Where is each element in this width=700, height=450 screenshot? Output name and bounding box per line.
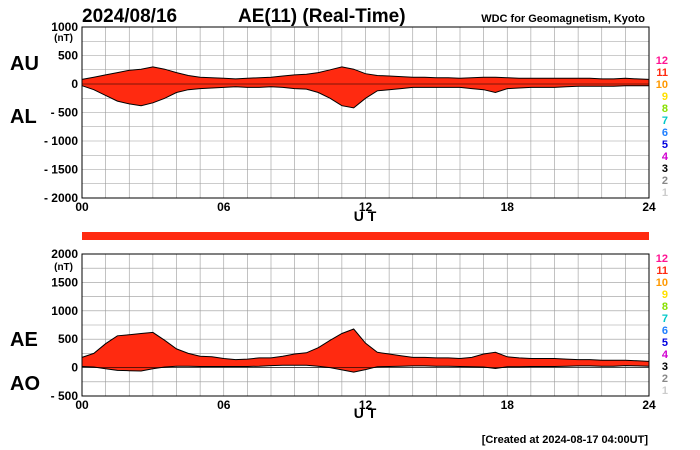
- y-tick-label: - 1000: [44, 134, 78, 148]
- legend-entry: 9: [662, 91, 668, 103]
- y-tick-label: - 2000: [44, 191, 78, 205]
- legend-entry: 9: [662, 289, 668, 301]
- au-label: AU: [10, 53, 39, 75]
- x-tick-label: 12: [359, 200, 373, 214]
- legend-entry: 4: [662, 349, 669, 361]
- plot-frame: [81, 26, 650, 199]
- x-tick-label: 12: [359, 398, 373, 412]
- legend-entry: 2: [662, 175, 668, 187]
- legend-entry: 1: [662, 187, 668, 199]
- legend-entry: 11: [656, 67, 668, 79]
- x-tick-label: 18: [501, 398, 515, 412]
- ao-label: AO: [10, 373, 40, 395]
- bottom-unit-label: (nT): [54, 262, 73, 273]
- station-coverage-bar: [82, 232, 649, 240]
- legend-entry: 3: [662, 163, 668, 175]
- data-source: WDC for Geomagnetism, Kyoto: [481, 13, 645, 25]
- created-timestamp: [Created at 2024-08-17 04:00UT]: [482, 434, 649, 446]
- legend-entry: 10: [656, 277, 668, 289]
- ae-label: AE: [10, 329, 38, 351]
- series-line-ao: [81, 364, 650, 373]
- legend-entry: 4: [662, 151, 669, 163]
- legend-entry: 1: [662, 385, 668, 397]
- top-x-axis-title: U T: [354, 208, 377, 224]
- y-tick-label: 0: [71, 77, 78, 91]
- y-tick-label: 1500: [51, 275, 78, 289]
- legend-entry: 7: [662, 115, 668, 127]
- y-tick-label: - 1500: [44, 163, 78, 177]
- legend-entry: 10: [656, 79, 668, 91]
- data-band: [82, 329, 649, 373]
- y-tick-label: 0: [71, 361, 78, 375]
- legend-entry: 8: [662, 301, 668, 313]
- y-tick-label: 1000: [51, 304, 78, 318]
- legend-entry: 3: [662, 361, 668, 373]
- plot-date: 2024/08/16: [82, 6, 177, 27]
- legend-entry: 12: [656, 55, 668, 67]
- x-tick-label: 06: [217, 200, 231, 214]
- y-tick-label: 1000: [51, 20, 78, 34]
- legend-entry: 6: [662, 127, 668, 139]
- x-tick-label: 00: [75, 200, 89, 214]
- x-tick-label: 24: [642, 200, 656, 214]
- x-tick-label: 18: [501, 200, 515, 214]
- data-band: [82, 66, 649, 108]
- x-tick-label: 24: [642, 398, 656, 412]
- y-tick-label: - 500: [51, 106, 79, 120]
- legend-entry: 6: [662, 325, 668, 337]
- series-line-al: [81, 85, 649, 109]
- series-line-au: [81, 66, 650, 80]
- y-tick-label: 500: [58, 332, 78, 346]
- top-unit-label: (nT): [54, 33, 73, 44]
- legend-entry: 7: [662, 313, 668, 325]
- y-tick-label: 500: [58, 49, 78, 63]
- legend-entry: 5: [662, 337, 668, 349]
- al-label: AL: [10, 106, 37, 128]
- legend-entry: 5: [662, 139, 668, 151]
- x-tick-label: 00: [75, 398, 89, 412]
- legend-entry: 2: [662, 373, 668, 385]
- legend-entry: 11: [656, 265, 668, 277]
- y-tick-label: 2000: [51, 247, 78, 261]
- plot-frame: [81, 253, 650, 397]
- plot-title: AE(11) (Real-Time): [238, 6, 406, 27]
- legend-entry: 8: [662, 103, 668, 115]
- y-tick-label: - 500: [51, 389, 79, 403]
- legend-entry: 12: [656, 253, 668, 265]
- x-tick-label: 06: [217, 398, 231, 412]
- bottom-x-axis-title: U T: [354, 405, 377, 421]
- series-line-ae: [81, 328, 650, 362]
